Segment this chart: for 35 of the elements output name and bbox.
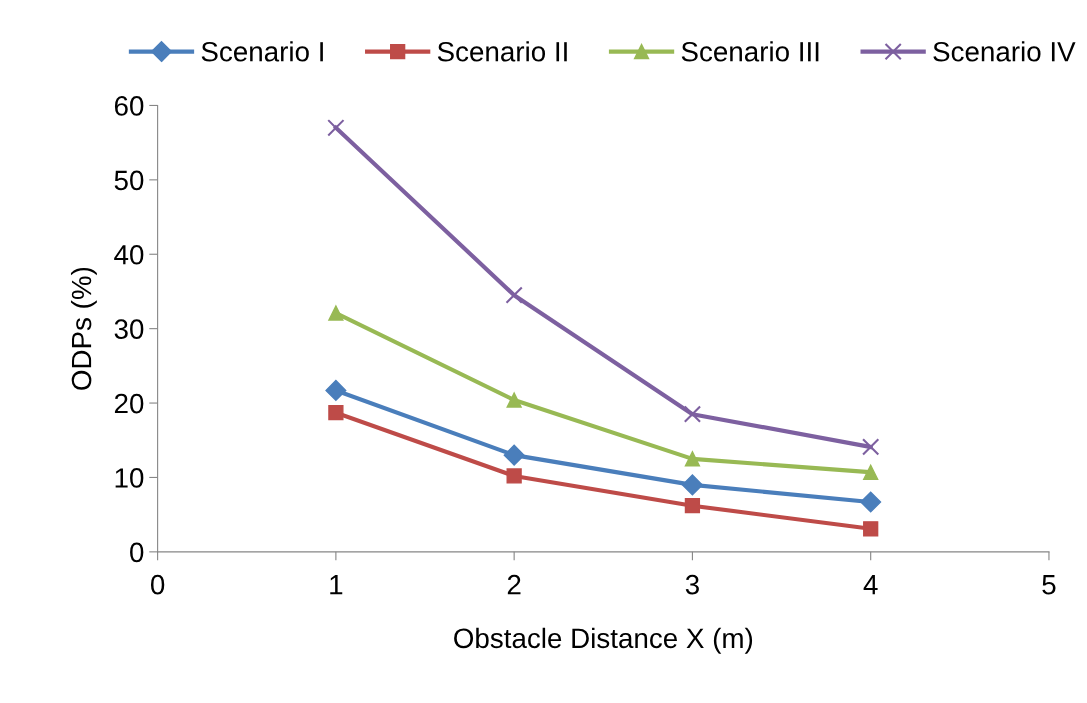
point	[325, 379, 347, 401]
point	[505, 286, 523, 304]
x-tick-label: 0	[150, 574, 165, 595]
point	[506, 468, 522, 484]
y-tick-label: 0	[130, 542, 144, 563]
point	[681, 474, 703, 496]
point	[506, 392, 522, 408]
point	[327, 119, 345, 137]
y-tick-label: 30	[114, 319, 144, 339]
y-tick-label: 10	[115, 468, 144, 488]
legend-label: Scenario I	[201, 41, 323, 62]
y-tick-label: 40	[114, 244, 144, 265]
x-tick-label: 5	[1042, 575, 1056, 595]
point	[684, 451, 701, 467]
y-axis-title: ODPs (%)	[70, 267, 97, 390]
point	[328, 405, 344, 421]
point	[683, 405, 702, 423]
legend-label: Scenario IV	[933, 41, 1076, 62]
point	[328, 305, 344, 321]
legend-label: Scenario III	[681, 41, 819, 62]
point	[684, 498, 701, 514]
x-axis-title: Obstacle Distance X (m)	[454, 627, 753, 654]
x-tick-label: 3	[685, 574, 699, 595]
y-tick-label: 20	[114, 393, 144, 414]
y-tick-label: 60	[114, 96, 144, 116]
point	[863, 521, 879, 537]
point	[863, 464, 879, 480]
point	[860, 491, 882, 513]
x-tick-label: 4	[863, 575, 878, 595]
y-tick-label: 50	[114, 170, 144, 191]
x-tick-label: 1	[330, 575, 343, 595]
point	[862, 438, 880, 456]
x-tick-label: 2	[507, 574, 521, 595]
legend-label: Scenario II	[437, 41, 567, 62]
point	[503, 444, 525, 466]
